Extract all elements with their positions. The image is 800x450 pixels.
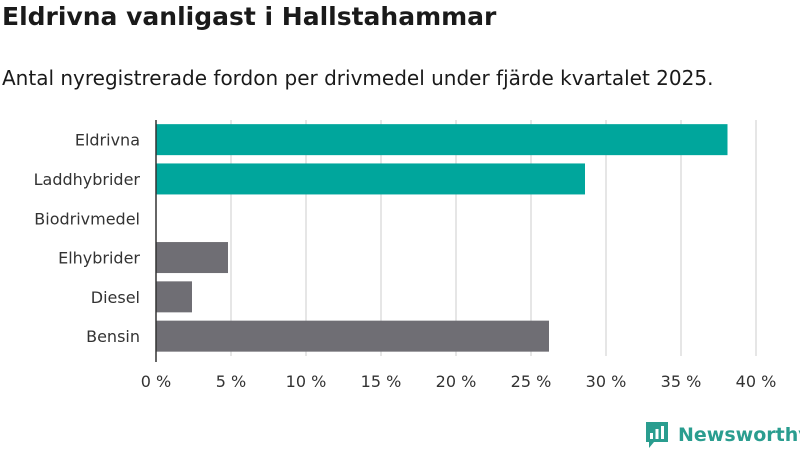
bar: [156, 163, 585, 195]
x-tick-label: 25 %: [511, 372, 552, 391]
category-label: Bensin: [86, 327, 140, 346]
category-labels: Eldrivna Laddhybrider Biodrivmedel Elhybrid…: [34, 131, 141, 347]
x-axis-ticks: 0 % 5 % 10 % 15 % 20 % 25 % 30 % 35 % 40 %: [141, 372, 777, 391]
x-tick-label: 15 %: [361, 372, 402, 391]
category-label: Laddhybrider: [34, 170, 141, 189]
category-label: Elhybrider: [58, 249, 140, 268]
bar: [156, 124, 728, 156]
x-tick-label: 35 %: [661, 372, 702, 391]
newsworthy-logo-icon: [646, 422, 668, 448]
category-label: Eldrivna: [75, 131, 140, 150]
brand-name: Newsworthy: [678, 424, 800, 446]
x-tick-label: 40 %: [736, 372, 777, 391]
chart-subtitle: Antal nyregistrerade fordon per drivmede…: [2, 66, 714, 90]
bar: [156, 281, 192, 313]
x-tick-label: 10 %: [286, 372, 327, 391]
category-label: Diesel: [91, 288, 140, 307]
x-tick-label: 5 %: [216, 372, 246, 391]
newsworthy-logo: Newsworthy: [644, 420, 800, 450]
chart-title: Eldrivna vanligast i Hallstahammar: [2, 2, 497, 31]
bar-layer: [156, 124, 728, 352]
bar: [156, 320, 549, 352]
x-tick-label: 0 %: [141, 372, 171, 391]
x-tick-label: 20 %: [436, 372, 477, 391]
grid-layer: [230, 120, 757, 356]
x-tick-label: 30 %: [586, 372, 627, 391]
category-label: Biodrivmedel: [34, 209, 140, 228]
bar: [156, 242, 228, 274]
